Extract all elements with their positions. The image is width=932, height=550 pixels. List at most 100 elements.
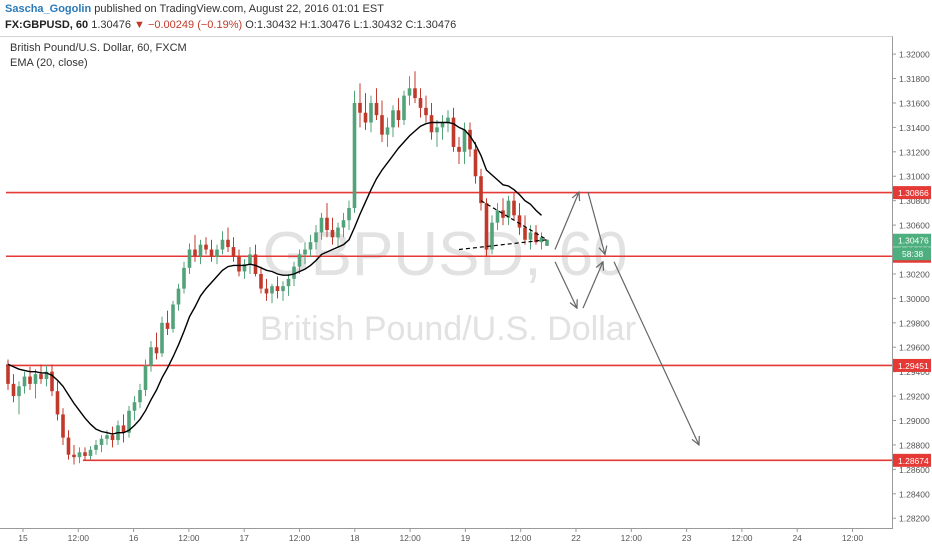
candle-body [138, 389, 142, 403]
candle-body [512, 200, 516, 216]
header-bar: Sascha_Gogolin published on TradingView.… [0, 0, 932, 36]
x-tick-label: 12:00 [842, 533, 864, 543]
candle-body [473, 149, 478, 177]
symbol-label: FX:GBPUSD, 60 [5, 19, 89, 31]
candle-body [127, 410, 131, 433]
candle-body [72, 454, 76, 458]
triangle-base-line [458, 239, 548, 251]
candle-body [253, 254, 258, 274]
y-tick-label: 1.31600 [899, 98, 930, 108]
candle-body [99, 438, 104, 445]
candle-body [297, 254, 302, 267]
ohlc-values: O:1.30432 H:1.30476 L:1.30432 C:1.30476 [242, 19, 457, 31]
candle-body [187, 249, 192, 268]
symbol-quote: FX:GBPUSD, 60 1.30476 ▼ −0.00249 (−0.19%… [5, 19, 456, 31]
candle-body [506, 200, 511, 218]
candle-body [6, 364, 10, 384]
candle-body [385, 127, 390, 135]
y-tick-label: 1.29800 [899, 318, 930, 328]
x-tick-label: 12:00 [510, 533, 532, 543]
candle-body [484, 203, 489, 250]
candle-body [545, 239, 549, 246]
candle-body [264, 288, 269, 294]
candle-body [165, 322, 170, 329]
candle-body [314, 232, 318, 243]
candle-body [88, 449, 93, 456]
candle-body [248, 254, 252, 265]
candle-body [176, 288, 181, 305]
candle-body [281, 286, 285, 292]
candle-body [22, 376, 27, 387]
candle-body [237, 256, 241, 272]
candle-body [325, 217, 329, 230]
x-tick-label: 12:00 [178, 533, 200, 543]
price-change: ▼ −0.00249 (−0.19%) [134, 19, 243, 31]
candle-body [369, 102, 373, 123]
candle-body [402, 95, 406, 121]
level-price-label: 1.29451 [898, 361, 929, 371]
candle-body [11, 383, 16, 397]
level-price-badge [893, 358, 931, 372]
watermark-symbol: GBPUSD, 60 [262, 220, 627, 289]
candle-body [490, 222, 494, 250]
candle-body [457, 146, 461, 152]
ema-line [7, 121, 542, 435]
x-tick-label: 19 [461, 533, 471, 543]
candle-body [132, 402, 137, 411]
candle-body [380, 115, 384, 135]
candle-body [149, 347, 153, 366]
projection-arrow-5 [613, 261, 699, 445]
candle-body [17, 386, 21, 397]
candle-body [193, 249, 197, 256]
x-tick-label: 12:00 [68, 533, 90, 543]
indicator-legend[interactable]: EMA (20, close) [10, 57, 88, 69]
candle-body [347, 207, 351, 221]
y-tick-label: 1.31200 [899, 147, 930, 157]
candle-body [215, 249, 219, 257]
candle-body [198, 244, 203, 256]
candle-body [50, 371, 54, 392]
candle-body [171, 304, 175, 329]
series-legend: British Pound/U.S. Dollar, 60, FXCM [10, 42, 187, 54]
plot-area[interactable] [0, 36, 893, 529]
candle-body [292, 266, 296, 279]
candle-body [204, 244, 208, 250]
y-tick-label: 1.28800 [899, 440, 930, 450]
projection-arrow-1 [554, 192, 579, 250]
candle-body [352, 102, 357, 208]
triangle-upper-line [480, 200, 548, 241]
candle-body [143, 365, 148, 390]
candle-body [121, 425, 126, 433]
author-link[interactable]: Sascha_Gogolin [5, 3, 92, 15]
candle-body [424, 107, 428, 116]
candle-body [270, 286, 274, 294]
candle-body [83, 452, 87, 456]
candle-body [479, 176, 483, 204]
candle-body [286, 278, 291, 287]
candle-body [501, 210, 505, 218]
candle-body [242, 264, 247, 272]
candle-body [94, 444, 98, 450]
candle-body [105, 435, 109, 439]
level-price-badge [893, 453, 931, 467]
candle-body [440, 122, 445, 128]
candle-body [374, 102, 379, 116]
candle-body [396, 110, 401, 121]
y-tick-label: 1.32000 [899, 50, 930, 60]
x-tick-label: 22 [571, 533, 581, 543]
candle-body [341, 220, 346, 228]
candle-body [363, 112, 368, 123]
x-tick-label: 12:00 [621, 533, 643, 543]
candle-body [220, 239, 225, 250]
candle-body [413, 88, 417, 99]
x-tick-label: 12:00 [399, 533, 421, 543]
x-tick-label: 17 [239, 533, 249, 543]
projection-arrow-3 [554, 261, 577, 308]
countdown-badge [893, 247, 931, 261]
candle-body [209, 249, 214, 257]
y-tick-label: 1.28200 [899, 514, 930, 524]
candle-body [534, 232, 538, 243]
x-tick-label: 18 [350, 533, 360, 543]
candle-body [330, 229, 335, 238]
